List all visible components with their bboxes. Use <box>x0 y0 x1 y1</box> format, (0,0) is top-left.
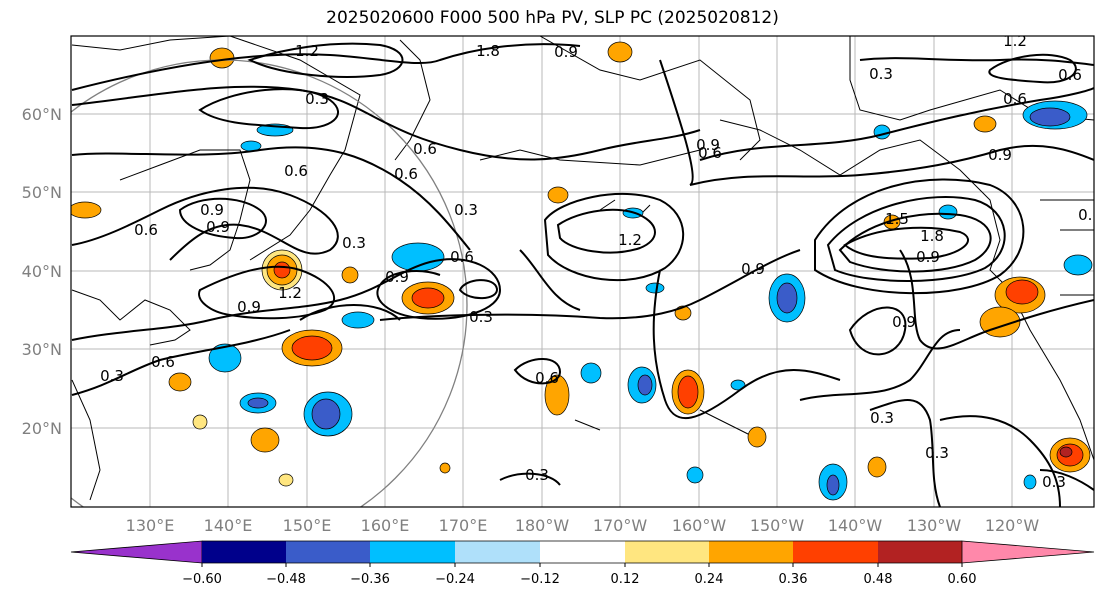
contour-label: 0.3 <box>1078 206 1102 224</box>
lon-label: 140°W <box>828 516 883 535</box>
contour-label: 0.9 <box>237 298 261 316</box>
lon-label: 170°W <box>593 516 648 535</box>
colorbar-tick-label: 0.12 <box>611 572 640 587</box>
contour-label: 0.3 <box>100 367 124 385</box>
colorbar-extend-low <box>70 540 203 564</box>
contour-label: 0.3 <box>525 466 549 484</box>
colorbar-tick-label: −0.36 <box>350 572 390 587</box>
lat-label: 60°N <box>22 105 62 124</box>
lon-label: 130°E <box>126 516 175 535</box>
colorbar-ticks: −0.60 −0.48 −0.36 −0.24 −0.12 0.12 0.24 0.36 0.4… <box>182 563 976 587</box>
latitude-labels: 60°N 50°N 40°N 30°N 20°N <box>22 105 62 438</box>
contour-labels: 1.2 1.8 0.90.30.60.6 0.60.90.6 0.90.31.20.90… <box>100 32 1102 491</box>
contour-label: 0.6 <box>1003 90 1027 108</box>
colorbar-tick-label: 0.24 <box>695 572 724 587</box>
colorbar-tick-label: 0.48 <box>864 572 893 587</box>
colorbar-tick-label: 0.60 <box>948 572 977 587</box>
lat-label: 50°N <box>22 183 62 202</box>
contour-label: 0.6 <box>698 144 722 162</box>
range-circle <box>71 59 468 507</box>
contour-label: 0.6 <box>413 140 437 158</box>
contour-label: 0.3 <box>925 444 949 462</box>
contour-label: 0.9 <box>200 201 224 219</box>
contour-label: 1.2 <box>295 42 319 60</box>
colorbar-segment <box>625 541 709 563</box>
contour-label: 0.3 <box>469 308 493 326</box>
contour-label: 0.9 <box>741 260 765 278</box>
contour-label: 0.3 <box>342 234 366 252</box>
contour-label: 0.6 <box>284 162 308 180</box>
lon-label: 130°W <box>907 516 962 535</box>
lon-label: 170°E <box>439 516 488 535</box>
lat-label: 30°N <box>22 340 62 359</box>
contour-label: 0.6 <box>151 353 175 371</box>
lon-label: 180°W <box>515 516 570 535</box>
lon-label: 150°W <box>750 516 805 535</box>
colorbar-tick-label: −0.60 <box>182 572 222 587</box>
colorbar-tick-label: 0.36 <box>779 572 808 587</box>
colorbar-segment <box>286 541 370 563</box>
lon-label: 120°W <box>985 516 1040 535</box>
contour-label: 0.6 <box>450 248 474 266</box>
contour-label: 0.9 <box>916 248 940 266</box>
colorbar-segment <box>793 541 878 563</box>
contour-label: 0.9 <box>206 218 230 236</box>
longitude-labels: 130°E 140°E 150°E 160°E 170°E 180°W 170°W 160°W… <box>126 516 1040 535</box>
lat-label: 20°N <box>22 419 62 438</box>
colorbar-tick-label: −0.12 <box>520 572 560 587</box>
contour-label: 0.3 <box>305 90 329 108</box>
contour-label: 0.6 <box>535 369 559 387</box>
contour-label: 0.9 <box>892 313 916 331</box>
contour-label: 0.3 <box>869 65 893 83</box>
colorbar-segment <box>202 541 286 563</box>
colorbar-segment <box>370 541 455 563</box>
lon-label: 160°E <box>361 516 410 535</box>
contour-label: 0.6 <box>394 165 418 183</box>
lon-label: 150°E <box>283 516 332 535</box>
colorbar-segment <box>878 541 962 563</box>
contour-label: 0.9 <box>554 43 578 61</box>
contour-label: 0.6 <box>1058 66 1082 84</box>
contour-label: 0.9 <box>696 136 720 154</box>
colorbar <box>70 540 1095 564</box>
lon-label: 160°W <box>672 516 727 535</box>
contour-label: 1.8 <box>476 42 500 60</box>
contour-label: 1.2 <box>278 284 302 302</box>
contour-label: 1.8 <box>920 227 944 245</box>
colorbar-segment <box>709 541 793 563</box>
colorbar-tick-label: −0.24 <box>435 572 475 587</box>
coastlines <box>71 36 1094 501</box>
colorbar-segment <box>455 541 540 563</box>
contour-label: 0.3 <box>870 409 894 427</box>
contour-label: 1.5 <box>885 210 909 228</box>
colorbar-extend-high <box>961 540 1095 564</box>
contour-label: 0.3 <box>1042 473 1066 491</box>
map-title: 2025020600 F000 500 hPa PV, SLP PC (2025… <box>326 8 779 28</box>
contour-label: 0.9 <box>385 268 409 286</box>
contour-label: 1.2 <box>1003 32 1027 50</box>
contour-label: 1.2 <box>618 231 642 249</box>
colorbar-tick-label: −0.48 <box>266 572 306 587</box>
lat-label: 40°N <box>22 262 62 281</box>
map-frame <box>70 35 1095 508</box>
colorbar-segment <box>540 541 625 563</box>
pv-contours <box>71 42 1094 507</box>
contour-label: 0.9 <box>988 146 1012 164</box>
contour-label: 0.3 <box>454 201 478 219</box>
contour-label: 0.6 <box>134 221 158 239</box>
lon-label: 140°E <box>204 516 253 535</box>
pv-anomaly-fills <box>71 41 1093 501</box>
